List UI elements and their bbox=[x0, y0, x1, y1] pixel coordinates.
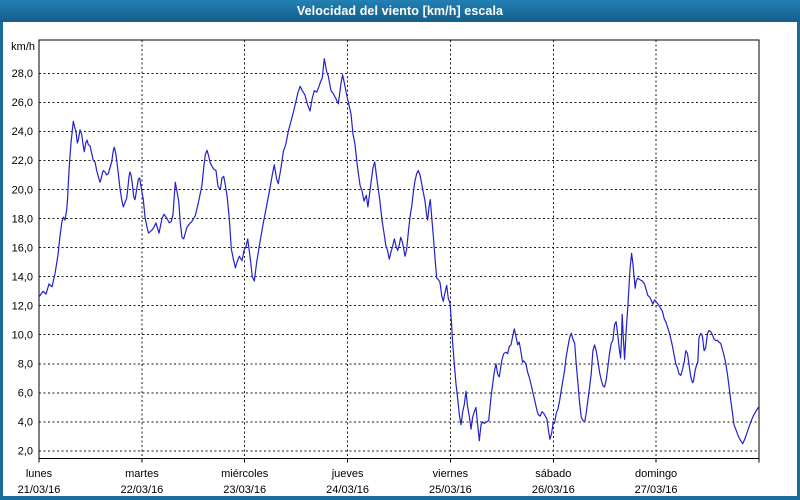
wind-speed-chart: km/h 2,0 4,0 6,0 8,0 10,0 12,0 14,0 16,0 18,0 20,… bbox=[11, 39, 760, 496]
x-axis-weekday-label: miércoles bbox=[221, 468, 269, 480]
y-tick-label: 12,0 bbox=[12, 301, 33, 313]
y-tick-label: 28,0 bbox=[12, 68, 33, 80]
y-tick-label: 26,0 bbox=[12, 97, 33, 109]
y-tick-label: 8,0 bbox=[18, 359, 33, 371]
y-tick-label: 2,0 bbox=[18, 446, 33, 458]
y-axis-unit-label: km/h bbox=[11, 41, 35, 53]
x-axis-date-label: 21/03/16 bbox=[18, 484, 61, 496]
x-axis-date-label: 22/03/16 bbox=[120, 484, 163, 496]
x-axis-date-label: 26/03/16 bbox=[532, 484, 575, 496]
x-axis-date-label: 25/03/16 bbox=[429, 484, 472, 496]
x-axis-weekday-label: lunes bbox=[26, 468, 53, 480]
x-axis-date-label: 23/03/16 bbox=[223, 484, 266, 496]
x-axis-weekday-label: viernes bbox=[433, 468, 469, 480]
y-tick-label: 18,0 bbox=[12, 213, 33, 225]
y-tick-label: 6,0 bbox=[18, 388, 33, 400]
y-tick-label: 14,0 bbox=[12, 271, 33, 283]
y-tick-label: 24,0 bbox=[12, 126, 33, 138]
y-tick-labels: 2,0 4,0 6,0 8,0 10,0 12,0 14,0 16,0 18,0 20,0 22,0… bbox=[12, 68, 33, 458]
x-axis-labels: lunes 21/03/16 martes 22/03/16 miércoles 23/0… bbox=[18, 468, 678, 496]
title-bar: Velocidad del viento [km/h] escala bbox=[0, 0, 800, 22]
y-tick-label: 4,0 bbox=[18, 417, 33, 429]
wind-speed-series bbox=[38, 58, 759, 445]
x-axis-date-label: 24/03/16 bbox=[326, 484, 369, 496]
wind-speed-line bbox=[38, 58, 759, 445]
y-tick-label: 16,0 bbox=[12, 242, 33, 254]
window-title: Velocidad del viento [km/h] escala bbox=[296, 4, 504, 18]
x-axis-weekday-label: sábado bbox=[535, 468, 571, 480]
y-tick-label: 10,0 bbox=[12, 330, 33, 342]
chart-area: km/h 2,0 4,0 6,0 8,0 10,0 12,0 14,0 16,0 18,0 20,… bbox=[3, 22, 797, 496]
y-tick-label: 22,0 bbox=[12, 155, 33, 167]
axis-ticks bbox=[38, 458, 760, 463]
x-axis-weekday-label: jueves bbox=[331, 468, 364, 480]
plot-border bbox=[38, 39, 760, 459]
y-gridlines bbox=[39, 72, 759, 452]
y-tick-label: 20,0 bbox=[12, 184, 33, 196]
x-axis-weekday-label: domingo bbox=[635, 468, 677, 480]
x-axis-date-label: 27/03/16 bbox=[635, 484, 678, 496]
x-axis-weekday-label: martes bbox=[125, 468, 159, 480]
